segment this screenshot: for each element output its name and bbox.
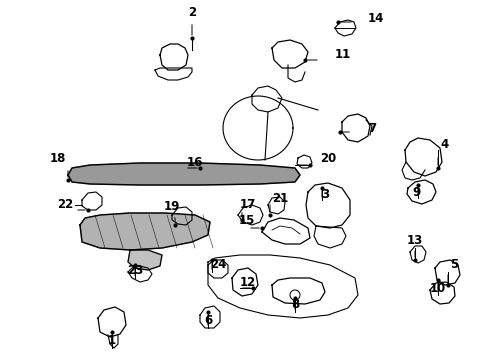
Text: 8: 8 <box>291 298 299 311</box>
Text: 10: 10 <box>430 282 446 294</box>
Text: 7: 7 <box>368 122 376 135</box>
Text: 13: 13 <box>407 234 423 247</box>
Text: 24: 24 <box>210 258 226 271</box>
Text: 2: 2 <box>188 5 196 18</box>
Text: 4: 4 <box>440 139 448 152</box>
Polygon shape <box>68 163 300 185</box>
Text: 1: 1 <box>108 333 116 346</box>
Text: 9: 9 <box>412 185 420 198</box>
Text: 22: 22 <box>57 198 73 211</box>
Text: 3: 3 <box>321 189 329 202</box>
Text: 20: 20 <box>320 152 336 165</box>
Text: 12: 12 <box>240 275 256 288</box>
Polygon shape <box>128 250 162 270</box>
Text: 19: 19 <box>164 201 180 213</box>
Text: 18: 18 <box>50 152 66 165</box>
Text: 17: 17 <box>240 198 256 211</box>
Text: 15: 15 <box>239 213 255 226</box>
Text: 11: 11 <box>335 49 351 62</box>
Text: 5: 5 <box>450 258 458 271</box>
Text: 21: 21 <box>272 192 288 204</box>
Text: 6: 6 <box>204 314 212 327</box>
Text: 16: 16 <box>187 156 203 168</box>
Text: 14: 14 <box>368 12 384 24</box>
Polygon shape <box>80 213 210 250</box>
Text: 23: 23 <box>127 264 143 276</box>
